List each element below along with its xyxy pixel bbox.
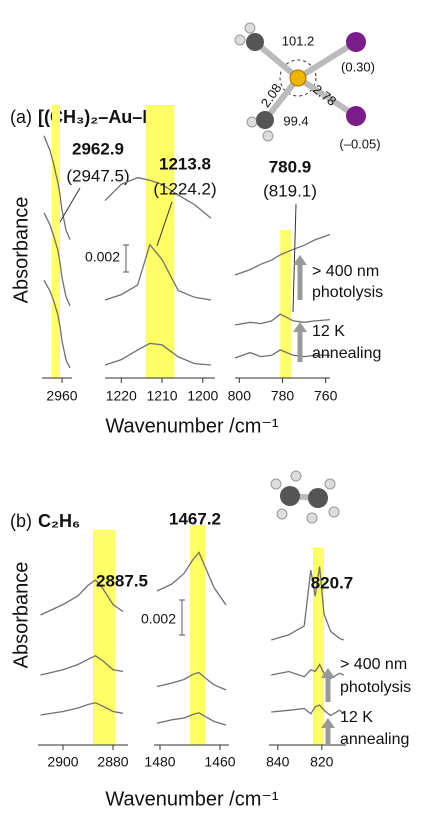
- charge-label: (–0.05): [339, 136, 380, 151]
- y-axis-label: Absorbance: [10, 197, 32, 304]
- highlight-band: [52, 105, 60, 378]
- molecule-b: [271, 471, 339, 523]
- panel-formula: C₂H₆: [38, 511, 80, 531]
- x-axis-label: Wavenumber /cm⁻¹: [105, 788, 279, 810]
- annotation: > 400 nm: [312, 263, 379, 280]
- panel-label: (a): [10, 107, 32, 127]
- spectrum: [271, 705, 344, 716]
- highlight-band: [190, 525, 205, 745]
- annotation: annealing: [340, 731, 409, 748]
- x-tick-label: 1480: [144, 754, 175, 770]
- peak-label: 2962.9: [72, 139, 124, 158]
- hydrogen: [235, 35, 245, 45]
- x-tick-label: 2880: [97, 754, 128, 770]
- annotation: photolysis: [312, 284, 383, 301]
- iodine: [346, 106, 366, 126]
- hydrogen: [325, 479, 335, 489]
- annotation: 12 K: [312, 323, 345, 340]
- peak-label: 2887.5: [96, 571, 148, 590]
- arrow-head: [293, 255, 307, 265]
- hydrogen: [329, 507, 339, 517]
- panel-label: (b): [10, 511, 32, 531]
- hydrogen: [245, 23, 255, 33]
- scale-label: 0.002: [85, 249, 120, 265]
- x-tick-label: 1210: [146, 388, 177, 404]
- hydrogen: [307, 513, 317, 523]
- x-tick-label: 780: [271, 388, 295, 404]
- angle-label: 101.2: [282, 33, 315, 48]
- x-tick-label: 1220: [106, 388, 137, 404]
- x-tick-label: 800: [228, 388, 252, 404]
- bond-label: 2.08: [258, 81, 285, 110]
- angle-label: 99.4: [283, 113, 308, 128]
- peak-label: 780.9: [269, 157, 312, 176]
- scale-label: 0.002: [141, 611, 176, 627]
- reference-label: (1224.2): [153, 179, 216, 198]
- hydrogen: [277, 509, 287, 519]
- leader-line: [60, 188, 80, 222]
- y-axis-label: Absorbance: [10, 562, 32, 669]
- x-tick-label: 1200: [187, 388, 218, 404]
- reference-label: (2947.5): [66, 166, 129, 185]
- annotation: photolysis: [340, 679, 411, 696]
- x-tick-label: 840: [266, 754, 290, 770]
- x-axis-label: Wavenumber /cm⁻¹: [105, 415, 279, 437]
- carbon: [308, 488, 328, 508]
- gold: [290, 70, 306, 86]
- hydrogen: [263, 131, 273, 141]
- panel-title: (b) C₂H₆: [10, 511, 80, 531]
- arrow-head: [293, 322, 307, 332]
- hydrogen: [291, 471, 301, 481]
- peak-label: 820.7: [311, 573, 354, 592]
- x-tick-label: 2900: [47, 754, 78, 770]
- hydrogen: [247, 117, 257, 127]
- annotation: 12 K: [340, 709, 373, 726]
- reference-label: (819.1): [263, 181, 317, 200]
- x-tick-label: 2960: [46, 388, 77, 404]
- annotation: > 400 nm: [340, 656, 407, 673]
- charge-label: (0.30): [341, 59, 375, 74]
- peak-label: 1467.2: [169, 509, 221, 528]
- hydrogen: [271, 479, 281, 489]
- annotation: annealing: [312, 345, 381, 362]
- carbon: [256, 111, 274, 129]
- leader-line: [293, 204, 296, 312]
- peak-label: 1213.8: [159, 154, 211, 173]
- panel-title: (a)[(CH₃)₂–Au–I₂]: [10, 107, 161, 127]
- figure: (a)[(CH₃)₂–Au–I₂] Absorbance Wavenumber /c…: [0, 0, 428, 814]
- iodine: [346, 32, 366, 52]
- highlight-band: [93, 530, 116, 745]
- x-tick-label: 760: [314, 388, 338, 404]
- x-tick-label: 1460: [204, 754, 235, 770]
- highlight-band: [146, 105, 175, 378]
- carbon: [280, 486, 300, 506]
- carbon: [246, 33, 264, 51]
- x-tick-label: 820: [310, 754, 334, 770]
